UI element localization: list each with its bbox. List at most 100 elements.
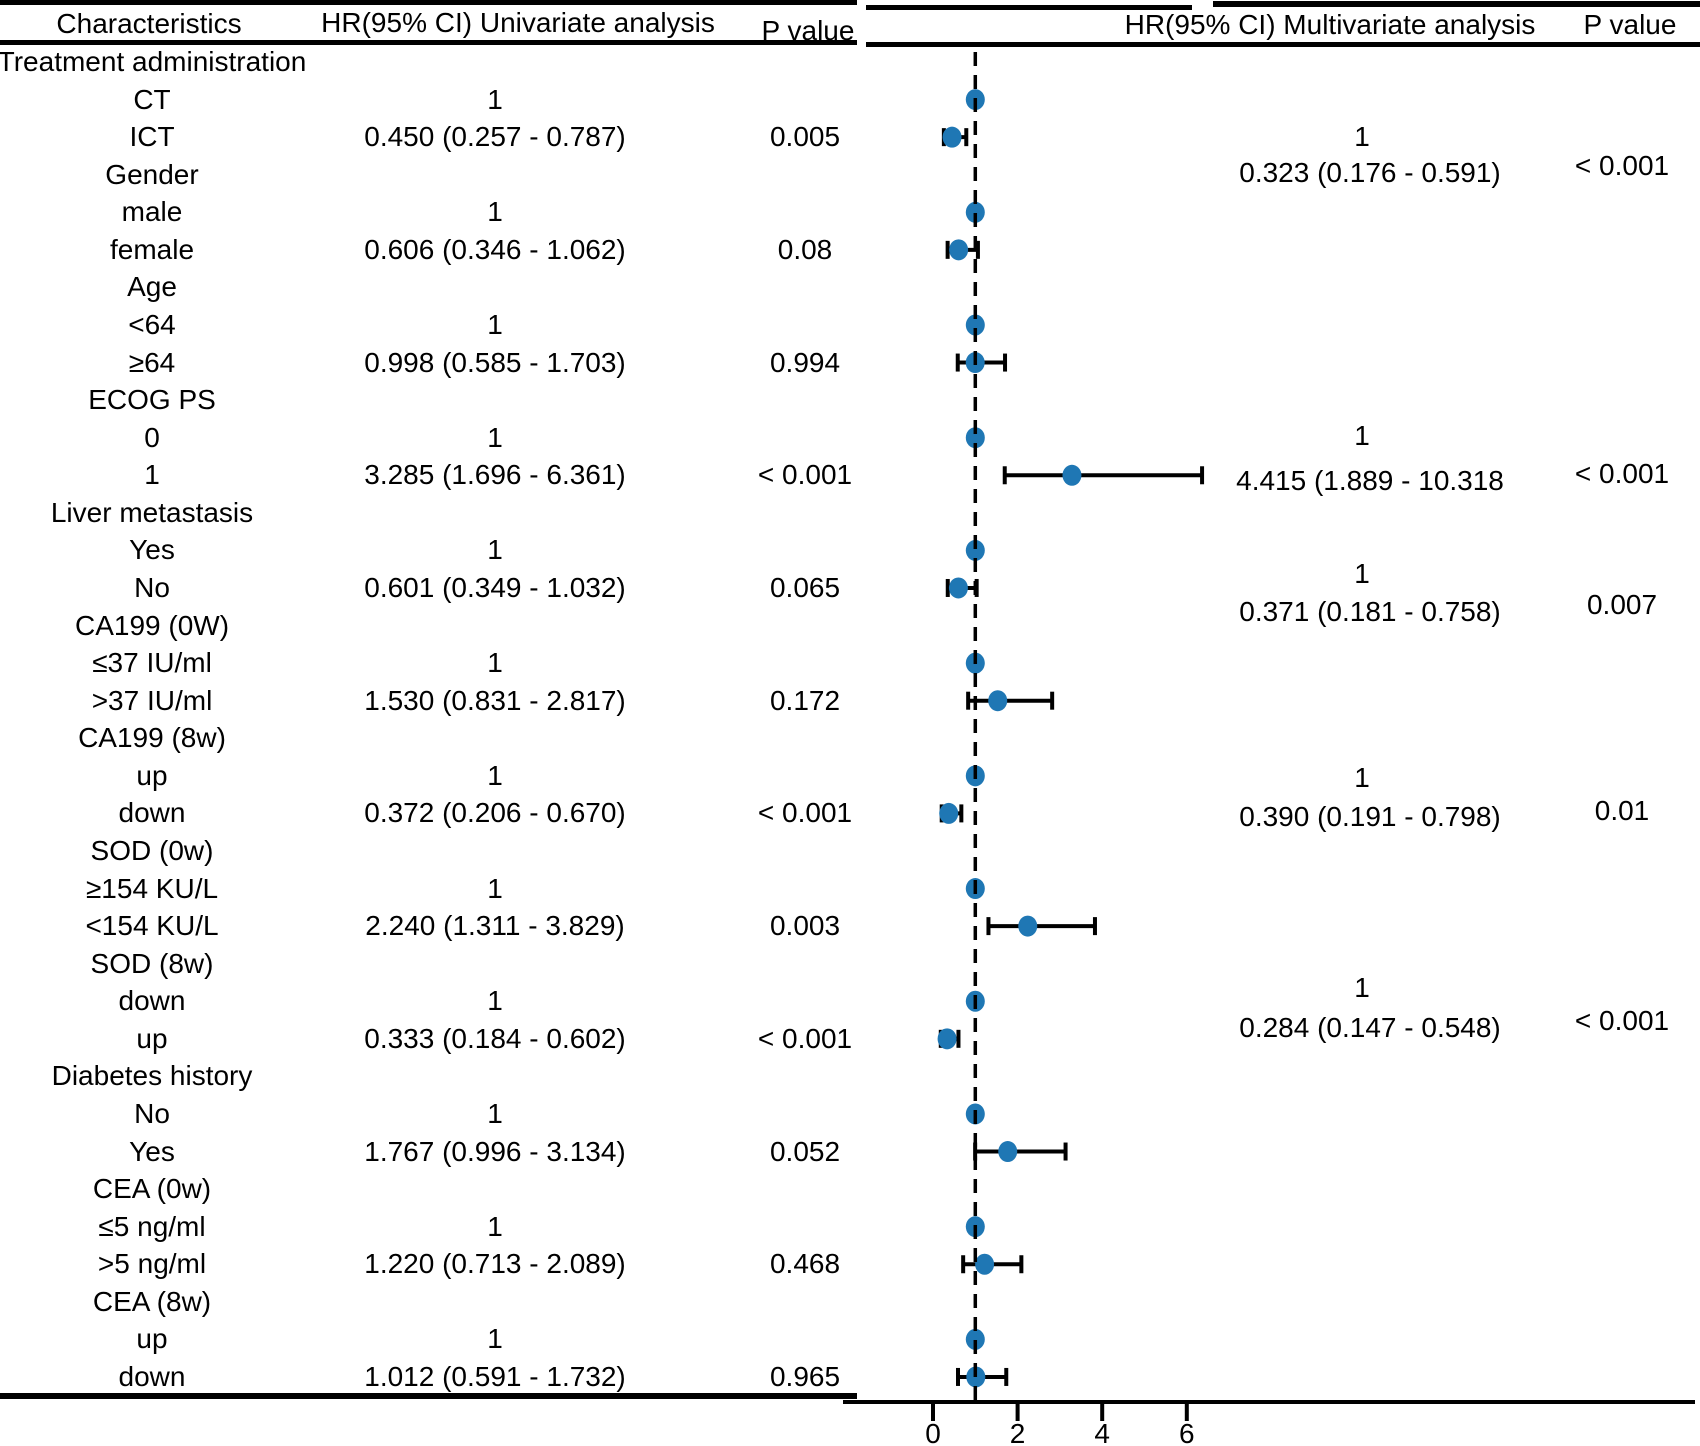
characteristic-group-label: Treatment administration [0, 46, 307, 77]
multivariate-p-value: < 0.001 [1574, 150, 1670, 181]
univariate-p-value: < 0.001 [757, 459, 853, 491]
forest-dot [1018, 915, 1038, 937]
univariate-hr-value: 0.606 (0.346 - 1.062) [364, 233, 626, 265]
x-tick-label: 2 [1009, 1418, 1026, 1446]
characteristic-label: up [136, 1323, 168, 1355]
characteristic-label: ≤5 ng/ml [98, 1210, 206, 1242]
univariate-p-value: < 0.001 [757, 1022, 853, 1054]
univariate-p-value: 0.468 [769, 1248, 841, 1280]
characteristic-group-label: Gender [105, 158, 199, 190]
multivariate-p-value: < 0.001 [1574, 458, 1670, 489]
characteristic-group-label: CEA (8w) [92, 1285, 212, 1317]
univariate-hr-value: 1.220 (0.713 - 2.089) [364, 1248, 626, 1280]
characteristic-label: <64 [128, 308, 176, 340]
forest-dot [948, 577, 968, 599]
characteristic-group-label: ECOG PS [88, 384, 216, 416]
forest-dot [1062, 464, 1082, 486]
column-header-p-value-left: P value [761, 15, 855, 46]
forest-dot [965, 539, 985, 561]
characteristic-label: ≤37 IU/ml [92, 647, 212, 679]
multivariate-hr-value: 0.284 (0.147 - 0.548) [1239, 1012, 1501, 1043]
header-rule-left [0, 40, 857, 45]
multivariate-ref-value: 1 [1354, 972, 1370, 1003]
univariate-hr-value: 1 [487, 1097, 503, 1129]
univariate-hr-value: 1 [487, 1323, 503, 1355]
characteristic-label: Yes [129, 534, 175, 566]
characteristic-label: No [134, 571, 170, 603]
univariate-p-value: 0.065 [769, 571, 841, 603]
characteristic-label: ICT [129, 121, 175, 153]
characteristic-label: up [136, 759, 168, 791]
characteristic-group-label: SOD (8w) [90, 947, 214, 979]
univariate-hr-value: 0.333 (0.184 - 0.602) [364, 1022, 626, 1054]
multivariate-hr-value: 0.323 (0.176 - 0.591) [1239, 157, 1501, 188]
forest-dot [965, 201, 985, 223]
characteristic-label: male [121, 196, 183, 228]
univariate-hr-value: 0.450 (0.257 - 0.787) [364, 121, 626, 153]
univariate-hr-value: 0.372 (0.206 - 0.670) [364, 797, 626, 829]
header-rule-right [866, 42, 1700, 47]
forest-dot [988, 690, 1008, 712]
univariate-hr-value: 1 [487, 872, 503, 904]
multivariate-p-value: < 0.001 [1574, 1005, 1670, 1036]
multivariate-ref-value: 1 [1354, 762, 1370, 793]
multivariate-p-value: 0.007 [1586, 589, 1658, 620]
characteristic-label: >37 IU/ml [91, 684, 213, 716]
multivariate-p-value: 0.01 [1594, 795, 1650, 826]
forest-dot [939, 802, 959, 824]
univariate-hr-value: 1 [487, 1210, 503, 1242]
characteristic-group-label: SOD (0w) [90, 834, 214, 866]
univariate-p-value: < 0.001 [757, 797, 853, 829]
univariate-hr-value: 1.530 (0.831 - 2.817) [364, 684, 626, 716]
characteristic-label: down [118, 797, 186, 829]
forest-dot [965, 1328, 985, 1350]
characteristic-label: down [118, 1360, 186, 1392]
characteristic-label: ≥64 [128, 346, 176, 378]
univariate-p-value: 0.994 [769, 346, 841, 378]
multivariate-ref-value: 1 [1354, 121, 1370, 152]
multivariate-hr-value: 0.390 (0.191 - 0.798) [1239, 801, 1501, 832]
forest-dot [949, 239, 969, 261]
univariate-p-value: 0.003 [769, 910, 841, 942]
multivariate-ref-value: 1 [1354, 558, 1370, 589]
multivariate-hr-value: 0.371 (0.181 - 0.758) [1239, 596, 1501, 627]
characteristic-label: 0 [144, 421, 160, 453]
univariate-p-value: 0.052 [769, 1135, 841, 1167]
univariate-hr-value: 1 [487, 196, 503, 228]
univariate-hr-value: 1 [487, 759, 503, 791]
univariate-hr-value: 1 [487, 647, 503, 679]
univariate-hr-value: 1.767 (0.996 - 3.134) [364, 1135, 626, 1167]
univariate-hr-value: 0.998 (0.585 - 1.703) [364, 346, 626, 378]
column-header-multivariate: HR(95% CI) Multivariate analysis [1124, 9, 1536, 40]
top-rule-right-a [866, 5, 1192, 10]
univariate-hr-value: 3.285 (1.696 - 6.361) [364, 459, 626, 491]
univariate-p-value: 0.965 [769, 1360, 841, 1392]
top-rule-left [0, 0, 857, 5]
characteristic-label: 1 [144, 459, 160, 491]
x-tick-label: 6 [1179, 1418, 1195, 1446]
forest-dot [975, 1253, 995, 1275]
x-tick-label: 0 [925, 1418, 941, 1446]
characteristic-group-label: Diabetes history [51, 1060, 253, 1092]
forest-dot [998, 1141, 1018, 1163]
univariate-hr-value: 1 [487, 534, 503, 566]
top-rule-right-b [1213, 1, 1700, 7]
characteristic-label: down [118, 985, 186, 1017]
univariate-hr-value: 1 [487, 421, 503, 453]
characteristic-label: <154 KU/L [85, 910, 219, 942]
univariate-hr-value: 1.012 (0.591 - 1.732) [364, 1360, 626, 1392]
forest-dot [965, 314, 985, 336]
univariate-p-value: 0.08 [777, 233, 833, 265]
bottom-rule [0, 1393, 857, 1399]
column-header-p-value-right: P value [1583, 9, 1677, 40]
univariate-hr-value: 1 [487, 985, 503, 1017]
univariate-p-value: 0.005 [769, 121, 841, 153]
characteristic-group-label: CA199 (0W) [74, 609, 230, 641]
characteristic-label: No [134, 1097, 170, 1129]
characteristic-group-label: Age [127, 271, 177, 303]
forest-dot [942, 126, 962, 148]
characteristic-label: CT [133, 83, 171, 115]
column-header-univariate: HR(95% CI) Univariate analysis [321, 7, 715, 38]
